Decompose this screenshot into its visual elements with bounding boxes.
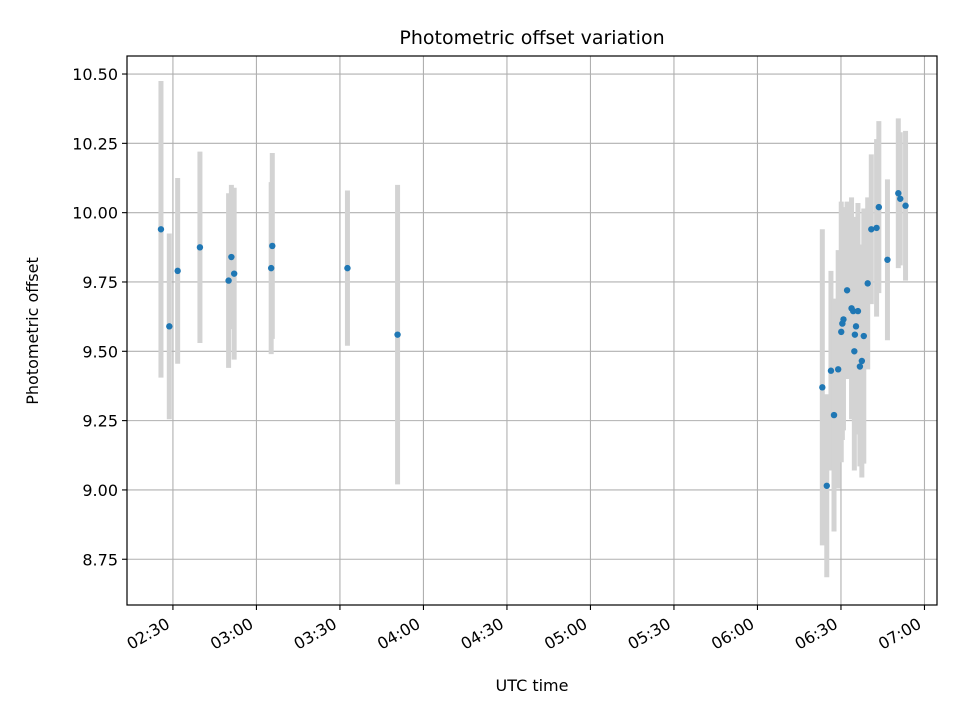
data-point <box>897 195 904 202</box>
y-tick-label: 10.50 <box>72 65 118 84</box>
y-tick-label: 9.25 <box>82 412 118 431</box>
y-tick-label: 10.00 <box>72 204 118 223</box>
data-point <box>873 224 880 232</box>
data-point <box>225 277 232 284</box>
data-point <box>838 328 845 336</box>
data-point <box>840 316 847 323</box>
y-tick-label: 9.75 <box>82 273 118 292</box>
data-point <box>868 226 875 233</box>
data-point <box>875 203 883 211</box>
y-axis-ticks: 8.75 9.00 9.25 9.50 9.75 10.00 10.25 10.50 <box>72 65 127 569</box>
data-point <box>858 357 866 365</box>
y-tick-label: 10.25 <box>72 134 118 153</box>
grid <box>127 56 937 605</box>
data-point <box>856 363 864 370</box>
data-point <box>854 307 862 315</box>
data-point <box>157 226 165 233</box>
data-point <box>851 348 858 355</box>
data-point <box>230 270 238 277</box>
chart-title: Photometric offset variation <box>399 27 664 49</box>
data-point <box>902 202 909 209</box>
data-point <box>166 323 173 330</box>
y-axis-label: Photometric offset <box>23 257 42 405</box>
y-tick-label: 9.00 <box>82 481 118 500</box>
data-point <box>884 256 891 263</box>
data-point <box>344 264 351 272</box>
data-point <box>850 307 857 315</box>
data-point <box>830 411 838 419</box>
data-point <box>196 244 204 251</box>
data-point <box>228 253 235 261</box>
data-point <box>823 482 830 489</box>
data-point <box>394 331 401 338</box>
data-point <box>860 332 867 340</box>
data-point <box>827 367 835 374</box>
plot-frame <box>126 55 938 606</box>
data-point <box>269 242 276 250</box>
data-point <box>819 384 826 391</box>
data-point <box>864 280 871 287</box>
data-point <box>834 366 842 373</box>
data-point <box>174 267 181 275</box>
y-tick-label: 8.75 <box>82 550 118 569</box>
data-point <box>895 190 902 197</box>
data-point <box>267 264 275 272</box>
y-tick-label: 9.50 <box>82 342 118 361</box>
data-point <box>851 331 859 338</box>
data-point <box>852 323 860 330</box>
data-point <box>843 287 851 294</box>
x-axis-label: UTC time <box>496 676 569 695</box>
data-points <box>157 190 909 489</box>
